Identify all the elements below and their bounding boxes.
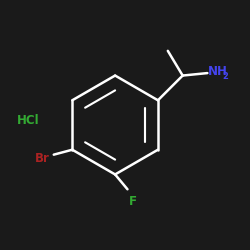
- Text: HCl: HCl: [17, 114, 40, 126]
- Text: F: F: [128, 196, 136, 208]
- Text: Br: Br: [35, 152, 50, 165]
- Text: NH: NH: [208, 65, 228, 78]
- Text: 2: 2: [223, 72, 228, 81]
